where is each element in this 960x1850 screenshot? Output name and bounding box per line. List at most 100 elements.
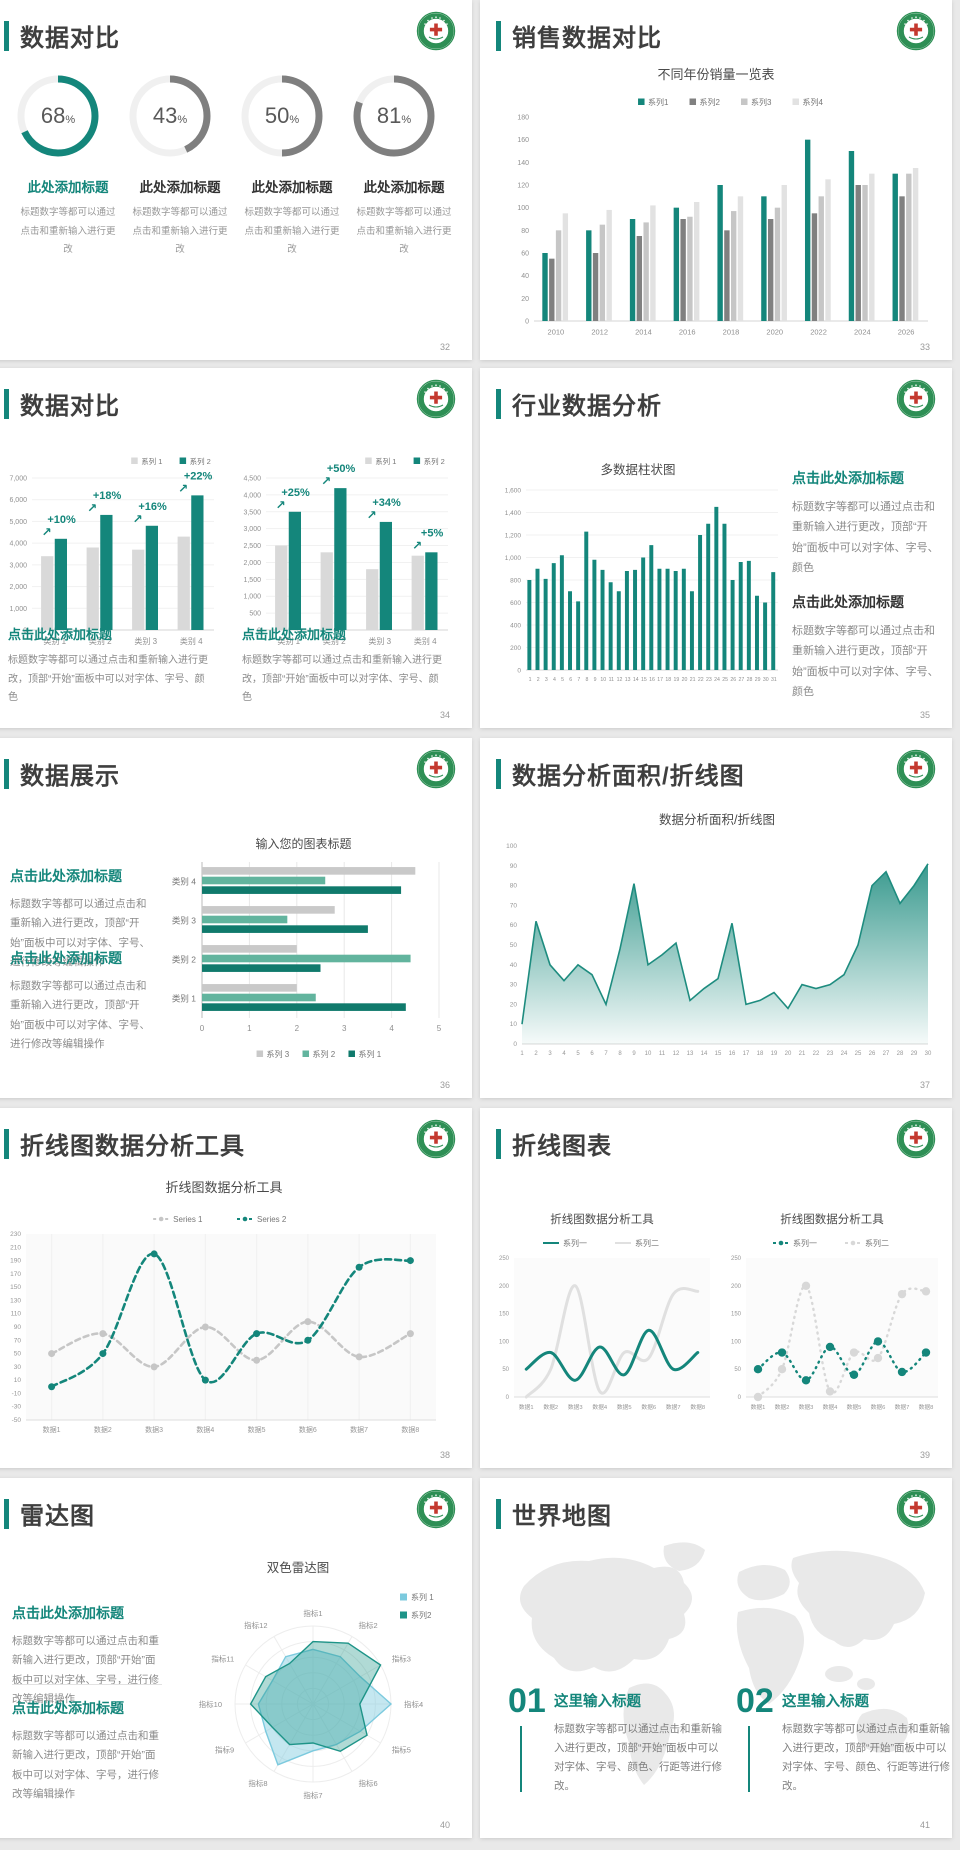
svg-text:2012: 2012 xyxy=(591,328,608,337)
slide-title: 销售数据对比 xyxy=(512,25,662,52)
slide-title: 雷达图 xyxy=(20,1503,95,1530)
block-heading: 点击此处添加标题 xyxy=(8,627,113,642)
svg-text:7: 7 xyxy=(604,1051,608,1057)
svg-text:+25%: +25% xyxy=(281,487,310,499)
svg-text:+34%: +34% xyxy=(372,497,401,509)
donut-item: 81% 此处添加标题 标题数字等都可以通过点击和重新输入进行更改 xyxy=(350,72,458,260)
svg-text:22: 22 xyxy=(813,1051,820,1057)
slide-thumbnail-34[interactable]: 数据对比 0 1,000 2,000 3,000 4,000 5,000 6,000 7,00… xyxy=(0,368,472,728)
svg-text:数据2: 数据2 xyxy=(543,1403,558,1411)
donut-desc: 标题数字等都可以通过点击和重新输入进行更改 xyxy=(356,207,452,256)
svg-text:230: 230 xyxy=(10,1231,21,1238)
slide-thumbnail-38[interactable]: 折线图数据分析工具 折线图数据分析工具 -50 -30 -10 10 30 50 70 90 11… xyxy=(0,1108,472,1468)
svg-text:140: 140 xyxy=(517,160,529,167)
hospital-logo-icon xyxy=(416,749,456,789)
hospital-logo-icon xyxy=(896,11,936,51)
svg-text:指标10: 指标10 xyxy=(199,1699,222,1709)
block-heading: 点击此处添加标题 xyxy=(12,1605,124,1621)
svg-text:0: 0 xyxy=(257,628,261,635)
svg-text:2014: 2014 xyxy=(635,328,652,337)
svg-text:0: 0 xyxy=(517,668,521,675)
svg-text:600: 600 xyxy=(510,600,521,607)
svg-text:+5%: +5% xyxy=(421,527,444,539)
page-number: 32 xyxy=(439,342,450,352)
svg-text:100: 100 xyxy=(731,1339,742,1345)
world-map-graphic xyxy=(519,1542,925,1785)
svg-text:数据4: 数据4 xyxy=(196,1425,214,1434)
svg-text:类别 1: 类别 1 xyxy=(277,636,300,646)
donut-chart: 68% xyxy=(17,75,99,157)
svg-text:400: 400 xyxy=(510,623,521,630)
slide-thumbnail-32[interactable]: 数据对比 68% 此处添加标题 标题数字等都可以通过点击和重新输入进行更改 43… xyxy=(0,0,472,360)
svg-text:1: 1 xyxy=(529,677,532,683)
svg-text:折线图数据分析工具: 折线图数据分析工具 xyxy=(550,1212,654,1226)
block-heading: 点击此处添加标题 xyxy=(10,868,122,884)
horizontal-bar-chart: 输入您的图表标题 0 1 2 3 4 5 类别 4 类别 3 类别 2 类别 1 系列 3 系列 2 系列… xyxy=(156,832,451,1064)
slide-thumbnail-37[interactable]: 数据分析面积/折线图 数据分析面积/折线图 0 10 20 30 40 50 60 70 80 90… xyxy=(480,738,952,1098)
svg-text:2022: 2022 xyxy=(810,328,827,337)
svg-text:18: 18 xyxy=(757,1051,764,1057)
svg-text:15: 15 xyxy=(715,1051,722,1057)
svg-text:19: 19 xyxy=(771,1051,778,1057)
svg-text:60: 60 xyxy=(510,922,518,929)
svg-text:2026: 2026 xyxy=(898,328,915,337)
svg-text:数据5: 数据5 xyxy=(617,1403,632,1411)
svg-text:数据8: 数据8 xyxy=(690,1403,705,1411)
svg-text:指标6: 指标6 xyxy=(359,1778,378,1788)
slide-thumbnail-36[interactable]: 数据展示 点击此处添加标题 标题数字等都可以通过点击和重新输入进行更改，顶部“开… xyxy=(0,738,472,1098)
slide-thumbnail-33[interactable]: 销售数据对比 不同年份销量一览表 0 20 40 60 80 100 120 140 160 180… xyxy=(480,0,952,360)
svg-text:类别 4: 类别 4 xyxy=(180,636,203,646)
hospital-logo-icon xyxy=(416,379,456,419)
svg-text:-30: -30 xyxy=(12,1404,22,1411)
svg-text:指标11: 指标11 xyxy=(211,1654,234,1664)
svg-text:指标4: 指标4 xyxy=(404,1699,423,1709)
slide-thumbnail-35[interactable]: 行业数据分析 多数据柱状图 0 200 400 600 800 1,000 1,200 1,40… xyxy=(480,368,952,728)
donut-heading: 此处添加标题 xyxy=(363,180,445,195)
svg-text:0: 0 xyxy=(23,628,27,635)
block-heading: 这里输入标题 xyxy=(782,1694,869,1710)
svg-text:1: 1 xyxy=(247,1024,252,1033)
svg-text:17: 17 xyxy=(743,1051,750,1057)
svg-text:10: 10 xyxy=(510,1021,518,1028)
text-block: 点击此处添加标题 标题数字等都可以通过点击和重新输入进行更改，顶部“开始”面板中… xyxy=(8,624,214,708)
text-block: 点击此处添加标题 标题数字等都可以通过点击和重新输入进行更改，顶部“开始”面板中… xyxy=(792,592,942,702)
svg-text:1,500: 1,500 xyxy=(243,577,261,584)
slide-title: 折线图数据分析工具 xyxy=(20,1133,245,1160)
svg-text:类别 4: 类别 4 xyxy=(414,636,437,646)
svg-text:150: 150 xyxy=(10,1284,21,1291)
svg-text:10: 10 xyxy=(14,1377,22,1384)
svg-text:9: 9 xyxy=(594,677,597,683)
svg-text:↗: ↗ xyxy=(87,501,97,515)
block-heading: 点击此处添加标题 xyxy=(10,950,122,966)
yearly-sales-bar-chart: 不同年份销量一览表 0 20 40 60 80 100 120 140 160 180 2010 201… xyxy=(492,55,940,347)
svg-text:+50%: +50% xyxy=(327,463,356,475)
growth-bar-chart-right: 0 500 1,000 1,500 2,000 2,500 3,000 3,500 4,000 4… xyxy=(226,448,454,658)
slide-thumbnail-39[interactable]: 折线图表 折线图数据分析工具 0 50 100 150 200 250 数据1 数据2 数据3 数据… xyxy=(480,1108,952,1468)
svg-text:4: 4 xyxy=(553,677,556,683)
svg-text:3: 3 xyxy=(545,677,548,683)
svg-text:↗: ↗ xyxy=(42,525,52,539)
svg-text:1: 1 xyxy=(520,1051,524,1057)
svg-text:0: 0 xyxy=(525,319,529,326)
text-block: 点击此处添加标题 标题数字等都可以通过点击和重新输入进行更改，顶部“开始”面板中… xyxy=(12,1603,160,1710)
slide-thumbnail-41[interactable]: 世界地图 01 这里输入标题 标题数字等都可以通过点击和重新输入进行更改，顶部“… xyxy=(480,1478,952,1838)
svg-text:数据6: 数据6 xyxy=(641,1403,656,1411)
svg-text:15: 15 xyxy=(641,677,647,683)
slide-thumbnail-40[interactable]: 雷达图 点击此处添加标题 标题数字等都可以通过点击和重新输入进行更改，顶部“开始… xyxy=(0,1478,472,1838)
svg-text:160: 160 xyxy=(517,137,529,144)
svg-text:2: 2 xyxy=(295,1024,300,1033)
svg-text:100: 100 xyxy=(517,205,529,212)
svg-text:80: 80 xyxy=(510,883,518,890)
svg-text:3,000: 3,000 xyxy=(243,526,261,533)
title-accent-bar xyxy=(496,21,501,51)
svg-text:↗: ↗ xyxy=(412,538,422,552)
svg-text:指标8: 指标8 xyxy=(248,1778,267,1788)
svg-text:16: 16 xyxy=(729,1051,736,1057)
svg-text:11: 11 xyxy=(659,1051,666,1057)
svg-text:12: 12 xyxy=(617,677,623,683)
svg-text:数据1: 数据1 xyxy=(751,1403,766,1411)
svg-text:2,000: 2,000 xyxy=(243,560,261,567)
svg-text:20: 20 xyxy=(682,677,688,683)
svg-text:250: 250 xyxy=(731,1256,742,1262)
hospital-logo-icon xyxy=(416,11,456,51)
